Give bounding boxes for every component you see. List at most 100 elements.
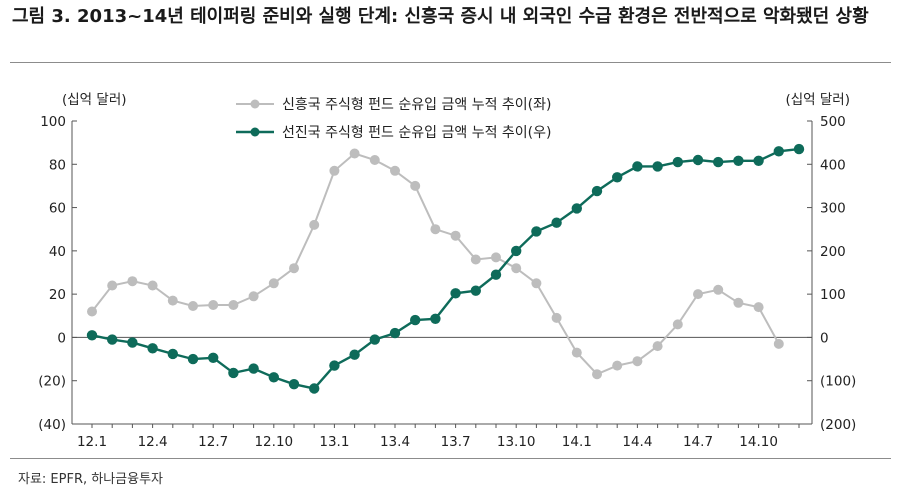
series-2-point xyxy=(248,363,259,374)
legend-marker-2 xyxy=(250,127,260,137)
series-1-point xyxy=(592,369,602,380)
series-1-point xyxy=(167,295,178,306)
series-2-point xyxy=(147,343,158,354)
series-1-point xyxy=(753,302,764,313)
series-2-point xyxy=(389,327,401,339)
series-2-point xyxy=(753,155,764,166)
right-tick-label: 300 xyxy=(820,201,846,217)
series-2-point xyxy=(672,156,683,168)
series-1-point xyxy=(470,254,481,265)
series-1-point xyxy=(652,341,663,352)
series-2-point xyxy=(329,360,340,371)
left-tick-label: 20 xyxy=(49,287,66,303)
x-tick-label: 14.4 xyxy=(622,434,652,450)
series-1-point xyxy=(571,347,582,358)
series-1-point xyxy=(127,276,138,287)
series-1-point xyxy=(369,155,380,165)
series-2-point xyxy=(228,367,239,379)
series-2-point xyxy=(349,349,360,360)
series-2-point xyxy=(450,288,461,299)
x-tick-label: 13.1 xyxy=(319,434,349,450)
right-tick-label: (200) xyxy=(820,417,856,433)
series-2-point xyxy=(288,379,300,390)
series-1-point xyxy=(228,300,239,310)
series-2-point xyxy=(793,143,805,155)
series-1-point xyxy=(188,301,198,311)
series-2-point xyxy=(107,334,118,345)
series-2-point xyxy=(591,185,603,197)
left-axis-unit: (십억 달러) xyxy=(62,92,127,108)
series-1-point xyxy=(147,280,158,291)
x-tick-label: 14.10 xyxy=(739,434,778,450)
left-tick-label: (40) xyxy=(38,417,66,433)
series-1-point xyxy=(430,224,441,235)
x-tick-label: 13.10 xyxy=(497,434,536,450)
right-tick-label: (100) xyxy=(820,374,856,390)
title-divider xyxy=(10,62,891,63)
chart-series xyxy=(86,143,805,394)
series-2-point xyxy=(773,146,784,157)
x-tick-label: 12.10 xyxy=(254,434,293,450)
series-1-point xyxy=(612,360,623,371)
series-2-point xyxy=(268,372,279,383)
series-2-point xyxy=(430,313,441,324)
source-note: 자료: EPFR, 하나금융투자 xyxy=(18,472,164,487)
series-2-point xyxy=(551,217,562,228)
series-1-point xyxy=(551,312,562,323)
series-2-point xyxy=(369,334,380,345)
series-2-point xyxy=(692,154,704,166)
left-tick-label: 100 xyxy=(40,114,66,130)
chart-title: 그림 3. 2013~14년 테이퍼링 준비와 실행 단계: 신흥국 증시 내 … xyxy=(12,6,869,27)
series-2-point xyxy=(652,161,663,172)
series-1-point xyxy=(713,284,724,295)
right-tick-label: 0 xyxy=(820,330,829,346)
series-1-point xyxy=(511,263,522,274)
x-tick-label: 14.7 xyxy=(683,434,713,450)
series-1-point xyxy=(410,180,421,191)
series-2-point xyxy=(713,156,724,168)
right-tick-label: 200 xyxy=(820,244,846,260)
series-1-point xyxy=(329,165,340,176)
x-tick-label: 14.1 xyxy=(562,434,592,450)
series-1-point xyxy=(289,263,299,274)
series-2-point xyxy=(187,353,199,365)
x-tick-label: 13.4 xyxy=(380,434,410,450)
series-1-point xyxy=(248,291,259,302)
series-1-point xyxy=(208,300,219,310)
series-2-point xyxy=(531,226,542,237)
chart-labels: 100806040200(20)(40)5004003002001000(100… xyxy=(38,92,856,450)
series-2-point xyxy=(86,330,98,341)
series-2-point xyxy=(571,203,582,214)
series-1-point xyxy=(491,252,501,263)
left-tick-label: (20) xyxy=(38,374,66,390)
series-2-point xyxy=(410,314,421,326)
series-1-point xyxy=(268,278,279,289)
series-2-point xyxy=(167,348,178,360)
series-2-point xyxy=(490,269,502,280)
chart-axes xyxy=(71,120,813,428)
series-2-point xyxy=(612,172,623,183)
legend-label-2: 선진국 주식형 펀드 순유입 금액 누적 추이(우) xyxy=(282,125,551,141)
series-1-point xyxy=(733,297,744,308)
right-tick-label: 500 xyxy=(820,114,846,130)
series-1-point xyxy=(531,278,542,289)
series-1-point xyxy=(632,356,643,367)
source-divider xyxy=(10,458,891,459)
series-1-point xyxy=(309,219,320,230)
legend-marker-1 xyxy=(250,99,260,109)
right-axis-unit: (십억 달러) xyxy=(785,92,850,108)
series-line-2 xyxy=(91,147,800,390)
series-2-point xyxy=(309,383,320,394)
x-tick-label: 13.7 xyxy=(441,434,471,450)
series-1-point xyxy=(87,306,97,317)
left-tick-label: 60 xyxy=(49,201,66,217)
series-1-point xyxy=(450,230,461,241)
series-1-point xyxy=(107,280,118,291)
series-line-1 xyxy=(91,152,780,376)
right-tick-label: 400 xyxy=(820,157,846,173)
x-tick-label: 12.1 xyxy=(77,434,107,450)
series-1-point xyxy=(693,289,703,300)
series-1-point xyxy=(672,319,683,330)
series-2-point xyxy=(470,285,481,296)
